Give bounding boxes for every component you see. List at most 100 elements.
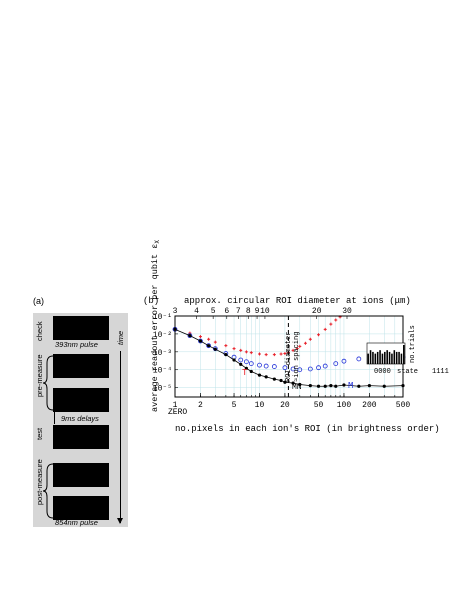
x-tick-label: 5 <box>232 401 237 410</box>
x-tick-label: 100 <box>337 401 352 410</box>
x-tick-label: 500 <box>396 401 411 410</box>
point-m <box>333 361 339 366</box>
inset-bar <box>381 353 384 364</box>
point-m <box>187 333 193 339</box>
inset-bar <box>403 345 405 364</box>
point-t <box>272 353 276 357</box>
point-t <box>279 352 283 356</box>
point-t <box>334 318 338 322</box>
top-tick-label: 7 <box>236 307 241 316</box>
point-m <box>307 366 313 372</box>
roi-annotation-line1: ROI diameter <box>285 332 293 382</box>
point-mn <box>249 369 253 374</box>
series-label-t: T <box>242 368 248 378</box>
point-mn <box>239 362 243 366</box>
point-mn <box>329 383 333 388</box>
y-axis-label: average readout error per qubit εX <box>150 240 161 412</box>
top-tick-label: 10 <box>260 307 270 316</box>
point-m <box>297 367 303 373</box>
inset-bar <box>374 353 377 364</box>
point-mn <box>334 384 338 388</box>
caption-393nm: 393nm pulse <box>55 340 98 349</box>
point-m <box>248 361 254 366</box>
inset-histogram <box>366 342 406 365</box>
inset-xlabel-mid: state <box>397 368 418 376</box>
top-tick-label: 9 <box>255 307 260 316</box>
zero-label: ZERO <box>168 408 187 417</box>
point-mn <box>257 373 262 377</box>
point-mn <box>188 334 192 338</box>
point-t <box>249 351 253 355</box>
inset-bar <box>400 353 403 364</box>
inset-bar <box>386 350 388 364</box>
inset-bar <box>376 351 379 364</box>
series-label-m: M <box>348 381 353 391</box>
point-mn <box>291 381 295 385</box>
x-tick-label: 50 <box>314 401 324 410</box>
point-mn <box>308 383 312 388</box>
top-tick-label: 30 <box>342 307 352 316</box>
time-arrow-head <box>117 518 123 524</box>
panel-a: check pre-measure test post-measure time… <box>33 313 128 527</box>
caption-854nm: 854nm pulse <box>55 518 98 527</box>
point-t <box>317 333 321 337</box>
post-measure-brace <box>43 463 54 519</box>
point-mn <box>316 384 321 388</box>
top-tick-label: 6 <box>224 307 229 316</box>
inset-bar <box>391 353 393 364</box>
top-axis-label: approx. circular ROI diameter at ions (μ… <box>184 296 411 306</box>
axis-ticks: 1 2 5 10 20 50 100 200 500 10⁻⁵ 10⁻⁴ 10⁻³ 10⁻² 10⁻¹3 4… <box>153 307 411 410</box>
point-mn <box>367 383 371 388</box>
point-t <box>239 348 243 352</box>
top-tick-label: 20 <box>312 307 322 316</box>
caption-9ms-delays: 9ms delays <box>61 414 99 423</box>
point-t <box>213 340 217 344</box>
camera-frame <box>53 354 109 378</box>
point-t <box>257 352 261 356</box>
time-arrow-line <box>120 351 121 523</box>
point-mn <box>264 375 268 379</box>
point-mn <box>198 339 203 343</box>
series-t <box>173 315 342 357</box>
point-m <box>243 359 249 365</box>
inset-xlabel-left: 0000 <box>374 368 391 376</box>
x-axis-label: no.pixels in each ion's ROI (in brightne… <box>175 424 440 434</box>
x-tick-label: 10 <box>255 401 265 410</box>
point-t <box>303 341 307 345</box>
inset-ylabel: no.trials <box>409 325 417 363</box>
inset-bar <box>393 350 396 364</box>
series-mn <box>173 327 405 388</box>
point-mn <box>279 378 283 383</box>
point-t <box>298 344 302 348</box>
camera-frame <box>53 463 109 487</box>
top-tick-label: 4 <box>194 307 199 316</box>
inset-bar <box>384 351 386 364</box>
roi-annotation-line2: ≈ion spacing <box>293 332 301 382</box>
series-label-mn: MN <box>292 383 302 392</box>
x-tick-label: 20 <box>280 401 290 410</box>
camera-frame <box>53 316 109 340</box>
y-tick-label: 10⁻¹ <box>153 313 172 322</box>
point-m <box>238 357 244 363</box>
point-mn <box>357 384 361 388</box>
point-m <box>257 362 262 368</box>
point-mn <box>224 352 228 357</box>
point-t <box>283 352 287 356</box>
point-mn <box>382 384 386 388</box>
point-mn <box>342 383 346 387</box>
y-tick-label: 10⁻⁵ <box>153 385 172 394</box>
series-layer <box>172 315 406 388</box>
x-tick-label: 200 <box>362 401 377 410</box>
inset-xlabel-right: 1111 <box>432 368 449 376</box>
point-m <box>198 338 203 344</box>
point-t <box>323 327 327 331</box>
inset-bar <box>369 350 372 364</box>
point-t <box>198 335 202 339</box>
point-t <box>207 337 211 341</box>
y-tick-label: 10⁻² <box>153 331 172 340</box>
camera-frame <box>53 388 109 412</box>
point-m <box>316 365 321 371</box>
inset-bar <box>379 350 381 364</box>
point-mn <box>298 382 302 387</box>
